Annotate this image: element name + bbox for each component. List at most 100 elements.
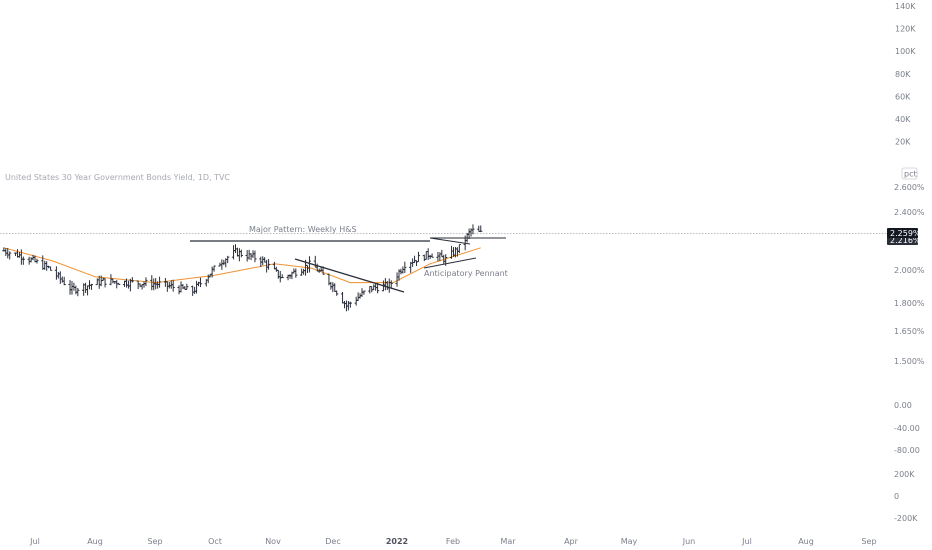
ohlc-bar	[239, 249, 243, 258]
ohlc-bars	[2, 224, 483, 312]
time-tick-label: Apr	[564, 537, 579, 546]
ohlc-bar	[152, 278, 156, 291]
ohlc-bar	[95, 278, 99, 286]
ohlc-bar	[212, 265, 216, 272]
ohlc-bar	[4, 248, 8, 257]
ohlc-bar	[261, 256, 265, 266]
ohlc-bar	[335, 290, 339, 296]
price-tick-label: 1.500%	[894, 357, 925, 366]
ohlc-bar	[177, 285, 181, 295]
ohlc-bar	[191, 285, 195, 296]
ohlc-bar	[403, 261, 407, 274]
ohlc-bar	[157, 276, 162, 288]
unit-label: pct	[904, 170, 917, 179]
ohlc-bar	[471, 224, 475, 235]
ohlc-bar	[274, 266, 278, 272]
ohlc-bar	[346, 301, 350, 311]
pennant-lower-line[interactable]	[423, 257, 477, 269]
ohlc-bar	[101, 277, 105, 282]
indicator-tick-label: 0.00	[894, 401, 912, 410]
unit-button[interactable]: pct	[901, 167, 918, 180]
ohlc-bar	[48, 266, 53, 271]
ohlc-bar	[479, 225, 483, 233]
ohlc-bar	[356, 292, 360, 301]
ohlc-bar	[8, 251, 12, 260]
ohlc-bar	[27, 256, 31, 265]
ohlc-bar	[163, 278, 168, 287]
ohlc-bar	[185, 283, 189, 290]
ohlc-bar	[305, 264, 310, 273]
ohlc-bar	[249, 253, 253, 261]
ohlc-bar	[430, 253, 434, 258]
time-tick-label: Aug	[798, 537, 814, 546]
ohlc-bar	[302, 268, 306, 275]
ohlc-bar	[245, 250, 249, 262]
ohlc-bar	[383, 278, 387, 291]
ohlc-bar	[62, 276, 66, 286]
ohlc-bar	[440, 249, 444, 258]
indicator-tick-label: -80.00	[894, 446, 920, 455]
time-tick-label: Feb	[446, 537, 460, 546]
price-tick-label: 2.400%	[894, 208, 925, 217]
ohlc-bar	[265, 259, 269, 273]
ohlc-bar	[424, 251, 428, 260]
ohlc-bar	[387, 278, 391, 293]
indicator-axis: 0.00 -40.00 -80.00 200K 0 -200K	[894, 401, 920, 523]
time-tick-label: Mar	[500, 537, 516, 546]
ohlc-bar	[272, 261, 277, 270]
indicator-tick-label: -200K	[894, 514, 918, 523]
time-tick-label: Sep	[861, 537, 876, 546]
ohlc-bar	[167, 282, 171, 289]
ohlc-bar	[278, 271, 282, 283]
ohlc-bar	[375, 282, 380, 294]
ohlc-bar	[401, 266, 405, 274]
ohlc-bar	[130, 277, 134, 283]
ohlc-bar	[412, 255, 417, 264]
ohlc-bar	[43, 260, 47, 270]
ohlc-bar	[348, 301, 352, 308]
price-tick-label: 1.650%	[894, 327, 925, 336]
price-axis: 2.600% 2.400% 2.000% 1.800% 1.650% 1.500%	[894, 183, 925, 366]
price-badges: 2.216% 2.259%	[887, 228, 921, 245]
ohlc-bar	[333, 283, 337, 292]
trendline-drawings[interactable]	[190, 237, 506, 293]
ohlc-bar	[253, 250, 257, 263]
ohlc-bar	[76, 288, 80, 297]
pennant-upper-line[interactable]	[429, 237, 471, 245]
time-tick-label: May	[621, 537, 638, 546]
ohlc-bar	[220, 259, 224, 270]
ohlc-bar	[280, 274, 284, 279]
ohlc-bar	[237, 248, 241, 262]
ohlc-bar	[117, 282, 121, 286]
ohlc-bar	[426, 248, 430, 260]
volume-tick-label: 60K	[895, 92, 911, 101]
ohlc-bar	[276, 269, 280, 279]
time-tick-label: Jun	[682, 537, 696, 546]
ohlc-bar	[288, 274, 292, 279]
volume-tick-label: 140K	[895, 2, 916, 11]
time-tick-label: Aug	[87, 537, 103, 546]
ohlc-bar	[198, 277, 203, 288]
ohlc-bar	[60, 276, 64, 283]
ohlc-bar	[85, 285, 90, 296]
ohlc-bar	[226, 255, 230, 264]
ohlc-bar	[144, 277, 148, 287]
ohlc-bar	[89, 283, 94, 290]
moving-average-line	[3, 247, 481, 284]
ohlc-bar	[436, 251, 440, 262]
downtrend-line[interactable]	[294, 258, 405, 293]
ohlc-bar	[416, 251, 421, 263]
ohlc-bar	[422, 254, 426, 262]
ohlc-bar	[340, 291, 345, 304]
ohlc-bar	[29, 257, 33, 263]
volume-tick-label: 80K	[895, 70, 911, 79]
major-pattern-label: Major Pattern: Weekly H&S	[249, 225, 357, 234]
ohlc-bar	[142, 281, 146, 288]
time-axis: Jul Aug Sep Oct Nov Dec 2022 Feb Mar Apr May Jun Jul…	[29, 537, 876, 546]
ohlc-bar	[329, 281, 333, 290]
ohlc-bar	[70, 281, 74, 295]
pennant-label: Anticipatory Pennant	[424, 269, 508, 278]
ohlc-bar	[138, 283, 142, 288]
ohlc-bar	[74, 285, 78, 295]
